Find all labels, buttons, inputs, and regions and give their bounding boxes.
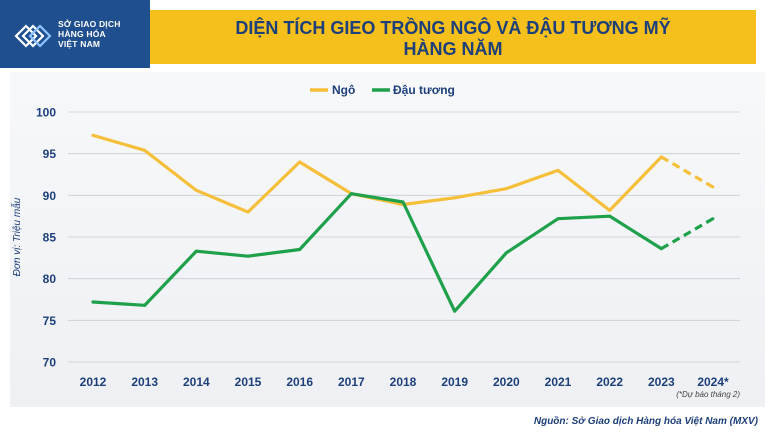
- data-point: [298, 248, 302, 251]
- logo-line: SỞ GIAO DỊCH: [58, 19, 121, 29]
- legend-label: Ngô: [332, 83, 355, 97]
- y-tick-label: 75: [43, 314, 57, 328]
- data-point: [349, 192, 353, 196]
- data-point: [91, 300, 95, 304]
- data-point: [659, 247, 663, 251]
- source-note: Nguồn: Sở Giao dịch Hàng hóa Việt Nam (M…: [533, 416, 758, 427]
- x-tick-label: 2016: [286, 375, 313, 389]
- data-point: [453, 309, 457, 313]
- x-tick-label: 2023: [648, 375, 675, 389]
- data-point: [711, 217, 715, 221]
- data-point: [401, 200, 405, 204]
- logo-line: HÀNG HÓA: [58, 29, 106, 39]
- chart-title-line: DIỆN TÍCH GIEO TRỒNG NGÔ VÀ ĐẬU TƯƠNG MỸ: [235, 18, 671, 38]
- data-point: [194, 249, 198, 253]
- axis-layer: 70 75 80 85 90 95 100 2012 2013 2014 2015 2016 2017 2…: [36, 106, 729, 390]
- x-tick-label: 2020: [493, 375, 520, 389]
- grid-layer: [68, 111, 740, 363]
- y-axis-label: Đơn vị: Triệu mẫu: [10, 197, 23, 276]
- chart-title: DIỆN TÍCH GIEO TRỒNG NGÔ VÀ ĐẬU TƯƠNG MỸ…: [150, 18, 756, 60]
- data-point: [556, 168, 560, 172]
- chart-title-line: HÀNG NĂM: [403, 39, 503, 59]
- logo-text: SỞ GIAO DỊCH HÀNG HÓA VIỆT NAM: [58, 19, 121, 49]
- series-forecast-line: [660, 155, 714, 189]
- x-tick-label: 2017: [338, 375, 365, 389]
- data-point: [453, 196, 457, 200]
- data-point: [504, 187, 508, 191]
- data-point: [143, 148, 147, 152]
- series-layer: [91, 133, 715, 313]
- y-tick-label: 100: [36, 106, 56, 120]
- data-point: [298, 160, 302, 164]
- x-tick-label: 2013: [131, 375, 158, 389]
- y-tick-label: 70: [43, 356, 57, 370]
- header: SỞ GIAO DỊCH HÀNG HÓA VIỆT NAM DIỆN TÍCH…: [0, 0, 770, 70]
- x-tick-label: 2015: [235, 375, 262, 389]
- y-tick-label: 85: [43, 231, 57, 245]
- logo: SỞ GIAO DỊCH HÀNG HÓA VIỆT NAM: [0, 0, 150, 68]
- data-point: [504, 251, 508, 255]
- data-point: [608, 214, 612, 218]
- y-tick-label: 95: [43, 147, 57, 161]
- series-line: [91, 133, 663, 214]
- data-point: [194, 188, 198, 192]
- title-bar: DIỆN TÍCH GIEO TRỒNG NGÔ VÀ ĐẬU TƯƠNG MỸ…: [150, 10, 756, 64]
- data-point: [143, 303, 147, 307]
- x-tick-label: 2022: [596, 375, 623, 389]
- data-point: [246, 254, 250, 258]
- y-tick-label: 80: [43, 272, 57, 286]
- legend-label: Đậu tương: [393, 83, 455, 97]
- logo-line: VIỆT NAM: [58, 39, 101, 49]
- x-tick-label: 2024*: [697, 375, 729, 389]
- forecast-footnote: (*Dự báo tháng 2): [676, 390, 740, 399]
- y-tick-label: 90: [43, 189, 57, 203]
- logo-icon: [14, 24, 52, 48]
- data-point: [608, 208, 612, 212]
- data-point: [91, 133, 95, 137]
- chart-background: [10, 72, 765, 407]
- series-forecast-line: [660, 217, 714, 251]
- data-point: [659, 155, 663, 159]
- legend: Ngô Đậu tương: [310, 83, 455, 97]
- data-point: [246, 210, 250, 214]
- x-tick-label: 2014: [183, 375, 210, 389]
- x-tick-label: 2019: [441, 375, 468, 389]
- series-line: [91, 192, 663, 313]
- data-point: [711, 185, 715, 189]
- x-tick-label: 2021: [545, 375, 572, 389]
- data-point: [556, 217, 560, 221]
- x-tick-label: 2012: [80, 375, 107, 389]
- x-tick-label: 2018: [390, 375, 417, 389]
